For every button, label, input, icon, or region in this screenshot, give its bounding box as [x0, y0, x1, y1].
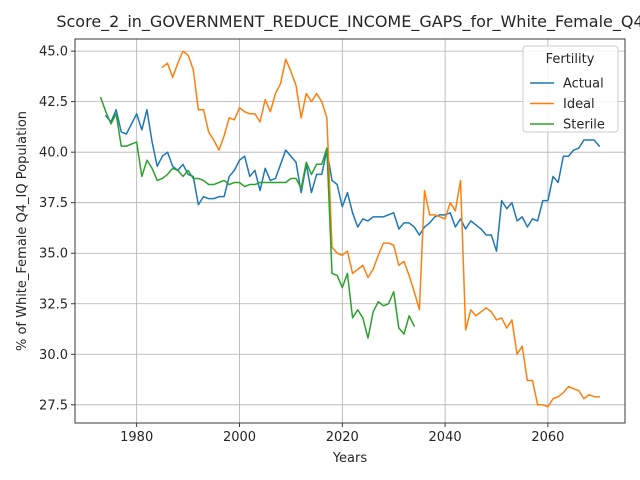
legend-box: [522, 45, 619, 133]
series-layer: [99, 50, 601, 408]
x-axis: 1980 2000 2020 2040 2060: [120, 423, 564, 445]
plot-frame: [74, 38, 626, 424]
y-axis-label: % of White_Female Q4_IQ Population: [15, 111, 30, 351]
chart-title: Score_2_in_GOVERNMENT_REDUCE_INCOME_GAPS…: [56, 12, 640, 32]
y-tick-label: 30.0: [39, 348, 68, 363]
x-tick-label: 2060: [531, 430, 564, 445]
legend-label-actual: Actual: [563, 77, 604, 92]
x-tick-label: 2000: [223, 430, 256, 445]
y-axis: 27.5 30.0 32.5 35.0 37.5 40.0 42.5 45.0: [39, 45, 75, 413]
y-tick-label: 35.0: [39, 247, 68, 262]
y-tick-label: 40.0: [39, 146, 68, 161]
series-line-ideal: [161, 50, 601, 408]
x-axis-label: Years: [332, 451, 368, 466]
y-tick-label: 45.0: [39, 45, 68, 60]
series-line-actual: [105, 108, 601, 252]
legend-label-ideal: Ideal: [563, 97, 595, 112]
y-tick-label: 42.5: [39, 95, 68, 110]
legend: Fertility Actual Ideal Sterile: [522, 45, 619, 133]
y-tick-label: 37.5: [39, 196, 68, 211]
y-tick-label: 27.5: [39, 398, 68, 413]
x-tick-label: 1980: [120, 430, 153, 445]
legend-items: Actual Ideal Sterile: [530, 77, 605, 133]
legend-title: Fertility: [546, 52, 595, 67]
x-tick-label: 2020: [326, 430, 359, 445]
y-tick-label: 32.5: [39, 297, 68, 312]
series-line-sterile: [99, 96, 415, 339]
legend-label-sterile: Sterile: [563, 118, 605, 133]
x-tick-label: 2040: [429, 430, 462, 445]
